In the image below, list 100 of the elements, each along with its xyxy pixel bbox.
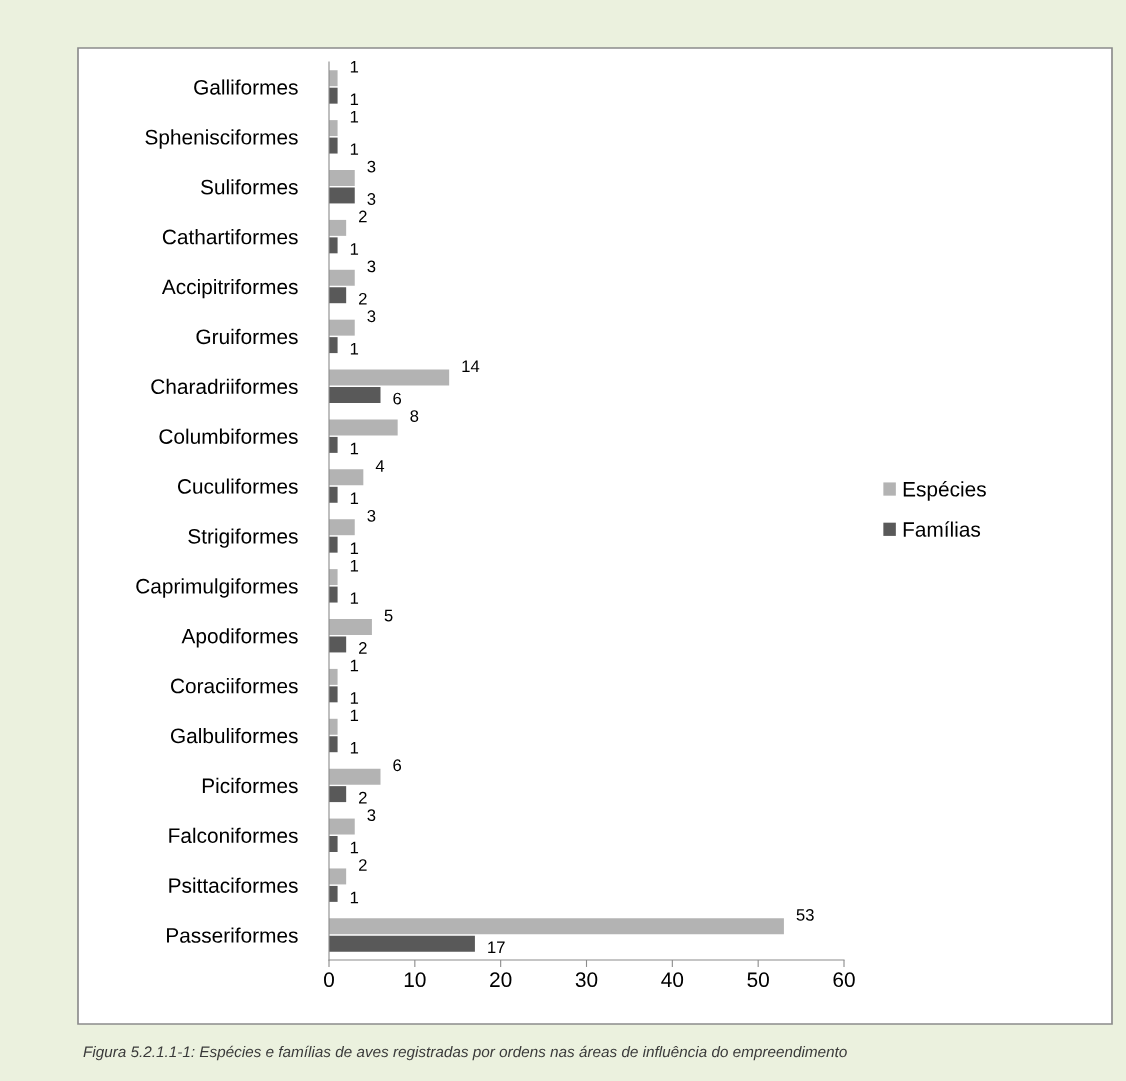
x-tick-label: 60 (833, 972, 855, 988)
data-label: 3 (367, 310, 376, 323)
y-tick-label: Galbuliformes (170, 727, 298, 744)
bar (329, 137, 338, 154)
text: Figura 5.2.1.1-1: Espécies e famílias de aves registradas por ordens nas áreas de influência do empreendimento (83, 1045, 847, 1061)
data-label: 6 (393, 759, 402, 772)
x-tick-label: 50 (747, 972, 769, 988)
data-label: 2 (359, 292, 367, 305)
bar (329, 818, 355, 835)
data-label: 2 (359, 642, 367, 654)
data-label: 3 (367, 193, 376, 205)
bar (329, 586, 338, 603)
bar (329, 369, 450, 386)
data-label: 5 (384, 609, 393, 622)
bar (329, 219, 347, 236)
y-tick-label: Coraciiformes (171, 678, 298, 694)
legend-label: Famílias (903, 521, 981, 537)
bar (329, 486, 338, 503)
data-label: 1 (350, 243, 359, 255)
bar (329, 436, 338, 453)
bar (329, 636, 347, 653)
x-tick-label: 40 (661, 972, 684, 988)
data-label: 1 (350, 61, 359, 73)
bar (329, 319, 355, 336)
data-label: 1 (350, 841, 359, 854)
y-tick-label: Passeriformes (167, 927, 298, 943)
bar (329, 768, 381, 785)
data-label: 1 (350, 559, 359, 572)
bar (329, 70, 338, 87)
bar (329, 419, 398, 436)
x-tick-label: 0 (324, 972, 334, 988)
bar (329, 736, 338, 753)
data-label: 53 (796, 909, 814, 921)
bar (329, 918, 784, 935)
data-label: 3 (367, 809, 376, 822)
data-label: 3 (367, 160, 376, 173)
bar (329, 668, 338, 685)
y-tick-label: Strigiformes (188, 528, 298, 548)
bar (329, 519, 355, 536)
bar (329, 287, 347, 304)
bar (329, 237, 338, 254)
data-label: 1 (350, 143, 359, 155)
data-label: 1 (350, 891, 359, 904)
data-label: 6 (393, 392, 402, 405)
bar (329, 686, 338, 703)
bar (329, 337, 338, 354)
bar (329, 87, 338, 104)
y-tick-label: Columbiformes (159, 428, 298, 444)
bar (329, 868, 347, 885)
data-label: 1 (350, 592, 359, 604)
bar (329, 836, 338, 852)
data-label: 1 (350, 542, 359, 554)
bar (329, 786, 347, 803)
y-tick-label: Suliformes (200, 179, 298, 195)
bar (329, 269, 355, 286)
data-label: 1 (350, 342, 359, 355)
y-tick-label: Cuculiformes (177, 478, 298, 494)
x-tick-label: 30 (575, 972, 598, 988)
bar (329, 170, 355, 186)
y-tick-label: Falconiformes (169, 827, 298, 844)
data-label: 3 (367, 509, 376, 522)
bar (329, 469, 364, 486)
bar (329, 387, 381, 403)
x-tick-label: 20 (490, 972, 512, 988)
y-tick-label: Piciformes (202, 777, 298, 794)
data-label: 2 (359, 210, 367, 223)
data-label: 1 (350, 492, 359, 505)
legend-label: Espécies (903, 481, 986, 501)
data-label: 1 (350, 110, 359, 123)
data-label: 1 (350, 692, 359, 704)
bar (329, 536, 338, 553)
bar (329, 935, 475, 952)
data-label: 1 (350, 709, 359, 722)
y-tick-label: Caprimulgiformes (136, 578, 298, 598)
y-tick-label: Apodiformes (181, 628, 298, 648)
data-label: 2 (359, 859, 367, 871)
y-tick-label: Sphenisciformes (145, 129, 298, 149)
bar (329, 187, 355, 204)
y-tick-label: Psittaciformes (169, 877, 298, 893)
y-tick-label: Galliformes (194, 79, 298, 95)
data-label: 1 (350, 93, 359, 105)
data-label: 4 (375, 460, 385, 472)
bar (329, 718, 338, 735)
bar (329, 619, 372, 635)
data-label: 17 (488, 941, 505, 954)
data-label: 2 (359, 791, 367, 804)
y-tick-label: Cathartiformes (162, 229, 298, 245)
bar (329, 885, 338, 902)
bar (329, 120, 338, 137)
y-tick-label: Gruiformes (196, 328, 298, 345)
data-label: 1 (350, 742, 359, 754)
data-label: 3 (367, 260, 376, 273)
y-tick-label: Charadriiformes (151, 378, 298, 395)
y-tick-label: Accipitriformes (161, 278, 298, 299)
bar (329, 569, 338, 586)
data-label: 1 (350, 659, 359, 672)
data-label: 14 (462, 360, 480, 372)
data-label: 8 (410, 410, 419, 422)
data-label: 1 (350, 442, 359, 455)
x-tick-label: 10 (404, 972, 426, 988)
